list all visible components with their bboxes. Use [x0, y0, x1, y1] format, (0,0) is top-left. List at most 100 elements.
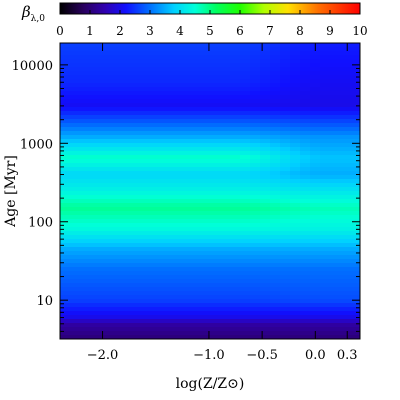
heatmap-cell [100, 95, 111, 100]
heatmap-cell [190, 139, 201, 144]
heatmap-cell [70, 291, 81, 296]
colorbar-tick-label: 3 [146, 24, 154, 38]
heatmap-cell [60, 335, 71, 339]
heatmap-cell [190, 271, 201, 276]
heatmap-cell [70, 231, 81, 236]
heatmap-cell [200, 287, 211, 292]
heatmap-cell [290, 59, 301, 64]
heatmap-cell [60, 155, 71, 160]
heatmap-cell [290, 295, 301, 300]
heatmap-cell [340, 319, 351, 324]
heatmap-cell [290, 147, 301, 152]
heatmap-cell [300, 167, 311, 172]
heatmap-cell [120, 327, 131, 332]
heatmap-cell [300, 239, 311, 244]
heatmap-cell [170, 151, 181, 156]
heatmap-cell [230, 259, 241, 264]
heatmap-cell [250, 275, 261, 280]
heatmap-cell [350, 127, 360, 132]
heatmap-cell [230, 99, 241, 104]
heatmap-cell [120, 119, 131, 124]
heatmap-cell [290, 67, 301, 72]
heatmap-cell [80, 155, 91, 160]
heatmap-cell [110, 159, 121, 164]
heatmap-cell [130, 123, 141, 128]
heatmap-cell [270, 123, 281, 128]
heatmap-cell [60, 171, 71, 176]
heatmap-cell [100, 227, 111, 232]
heatmap-cell [160, 199, 171, 204]
heatmap-cell [270, 115, 281, 120]
heatmap-cell [310, 187, 321, 192]
heatmap-cell [100, 175, 111, 180]
heatmap-cell [120, 103, 131, 108]
heatmap-cell [300, 91, 311, 96]
heatmap-cell [130, 291, 141, 296]
heatmap-cell [250, 67, 261, 72]
heatmap-cell [310, 227, 321, 232]
heatmap-cell [150, 211, 161, 216]
heatmap-cell [320, 319, 331, 324]
heatmap-cell [190, 275, 201, 280]
heatmap-cell [150, 119, 161, 124]
heatmap-cell [140, 315, 151, 320]
heatmap-cell [150, 203, 161, 208]
heatmap-cell [170, 319, 181, 324]
heatmap-cell [270, 135, 281, 140]
heatmap-cell [110, 151, 121, 156]
heatmap-cell [320, 175, 331, 180]
heatmap-cell [280, 223, 291, 228]
heatmap-cell [240, 287, 251, 292]
heatmap-cell [240, 71, 251, 76]
heatmap-cell [130, 79, 141, 84]
heatmap-cell [170, 63, 181, 68]
heatmap-cell [150, 135, 161, 140]
heatmap-cell [60, 299, 71, 304]
heatmap-cell [110, 155, 121, 160]
heatmap-cell [60, 223, 71, 228]
heatmap-cell [310, 115, 321, 120]
heatmap-cell [170, 75, 181, 80]
heatmap-cell [170, 287, 181, 292]
heatmap-cell [100, 311, 111, 316]
heatmap-cell [260, 103, 271, 108]
heatmap-cell [110, 203, 121, 208]
heatmap-cell [270, 327, 281, 332]
heatmap-cell [210, 119, 221, 124]
heatmap-cell [330, 167, 341, 172]
heatmap-cell [350, 151, 360, 156]
heatmap-cell [200, 75, 211, 80]
heatmap-cell [280, 331, 291, 336]
heatmap-cell [70, 103, 81, 108]
heatmap-cell [290, 319, 301, 324]
heatmap-cell [80, 115, 91, 120]
heatmap-cell [330, 279, 341, 284]
heatmap-cell [350, 143, 360, 148]
heatmap-cell [250, 87, 261, 92]
heatmap-cell [200, 279, 211, 284]
heatmap-cell [230, 327, 241, 332]
heatmap-cell [190, 331, 201, 336]
heatmap-cell [260, 239, 271, 244]
heatmap-cell [60, 111, 71, 116]
heatmap-cell [170, 207, 181, 212]
heatmap-cell [200, 127, 211, 132]
heatmap-cell [80, 143, 91, 148]
heatmap-cell [220, 195, 231, 200]
heatmap-cell [110, 43, 121, 48]
heatmap-cell [80, 71, 91, 76]
heatmap-cell [260, 119, 271, 124]
heatmap-cell [300, 183, 311, 188]
heatmap-cell [130, 275, 141, 280]
heatmap-cell [190, 291, 201, 296]
heatmap-cell [110, 115, 121, 120]
heatmap-cell [260, 127, 271, 132]
heatmap-cell [220, 191, 231, 196]
heatmap-cell [310, 51, 321, 56]
heatmap-cell [230, 199, 241, 204]
heatmap-cell [140, 243, 151, 248]
heatmap-cell [270, 167, 281, 172]
heatmap-cell [200, 151, 211, 156]
heatmap-cell [110, 123, 121, 128]
